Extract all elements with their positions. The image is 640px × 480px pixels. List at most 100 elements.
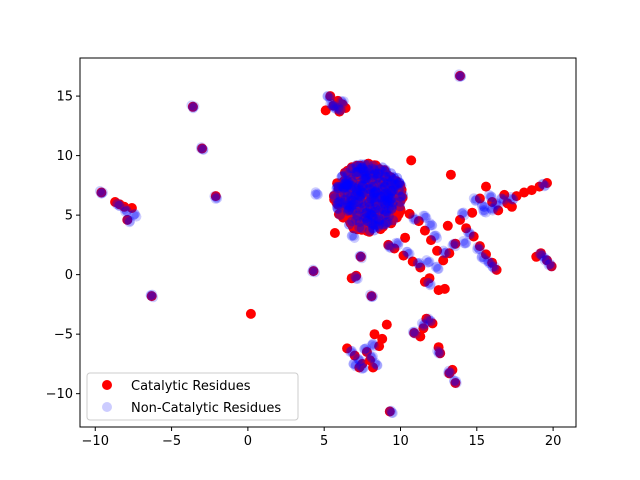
data-point	[332, 95, 343, 106]
cluster-point	[346, 192, 357, 203]
data-point	[312, 188, 322, 199]
data-point	[449, 375, 460, 386]
cluster-point	[333, 183, 344, 194]
data-point	[531, 251, 542, 262]
x-tick-label: 0	[244, 434, 252, 449]
data-point	[425, 218, 435, 229]
data-point	[491, 199, 502, 210]
cluster-point	[338, 182, 349, 193]
data-point	[354, 250, 365, 261]
cluster-point	[335, 196, 346, 207]
data-point	[96, 188, 107, 199]
data-point	[432, 233, 442, 243]
cluster-point	[379, 198, 390, 209]
cluster-point	[358, 164, 369, 175]
cluster-point	[342, 200, 353, 211]
data-point	[350, 359, 361, 370]
data-point	[196, 142, 207, 153]
data-point	[450, 238, 461, 249]
cluster-point	[340, 179, 351, 190]
data-point	[505, 192, 516, 202]
cluster-point	[351, 170, 362, 181]
legend-label-non-catalytic: Non-Catalytic Residues	[131, 401, 281, 416]
cluster-point	[368, 176, 379, 187]
data-point	[479, 201, 489, 212]
data-point	[97, 187, 108, 198]
data-point	[440, 247, 451, 258]
data-point	[356, 253, 367, 264]
cluster-point	[357, 203, 368, 213]
data-point	[361, 343, 371, 354]
cluster-point	[394, 201, 405, 212]
data-point	[322, 91, 333, 102]
cluster-point	[369, 168, 380, 179]
data-point	[410, 329, 421, 340]
cluster-point	[364, 169, 375, 180]
x-tick-label: 20	[545, 434, 562, 449]
cluster-point	[337, 171, 348, 181]
cluster-point	[361, 173, 372, 184]
data-point	[491, 264, 502, 275]
data-point	[421, 212, 432, 223]
cluster-point	[388, 184, 399, 195]
data-point	[461, 237, 472, 248]
data-point	[409, 326, 420, 337]
data-point	[96, 188, 107, 199]
data-point	[490, 200, 501, 210]
data-point	[418, 319, 429, 330]
cluster-point	[377, 196, 388, 207]
cluster-point	[359, 214, 370, 225]
y-tick-label: −10	[46, 387, 73, 402]
data-point	[310, 267, 320, 278]
cluster-point	[385, 182, 395, 193]
data-point	[356, 361, 366, 372]
data-point	[112, 198, 123, 209]
data-point	[348, 359, 359, 370]
cluster-point	[372, 168, 383, 179]
cluster-point	[352, 210, 363, 221]
cluster-point	[338, 202, 348, 213]
data-point	[443, 368, 454, 378]
data-point	[435, 348, 445, 359]
data-point	[433, 348, 444, 359]
data-point	[474, 244, 485, 255]
data-point	[96, 187, 107, 198]
y-tick-label: −5	[54, 328, 73, 343]
series-1	[94, 69, 557, 418]
cluster-point	[377, 183, 388, 194]
data-point	[453, 69, 464, 80]
cluster-point	[348, 199, 359, 210]
cluster-point	[336, 189, 347, 200]
y-tick-label: 10	[56, 149, 73, 164]
data-point	[485, 192, 496, 203]
data-point	[487, 197, 498, 207]
data-point	[419, 225, 430, 236]
cluster-point	[363, 159, 373, 170]
data-point	[384, 240, 395, 251]
plot-frame	[79, 57, 577, 428]
data-point	[416, 318, 427, 329]
cluster-point	[386, 203, 397, 214]
data-point	[366, 340, 377, 351]
data-point	[493, 200, 504, 211]
data-point	[189, 101, 200, 112]
legend-label-catalytic: Catalytic Residues	[131, 379, 251, 394]
data-point	[347, 230, 358, 241]
data-point	[365, 350, 375, 361]
cluster-point	[386, 193, 397, 204]
data-point	[351, 270, 362, 281]
data-point	[423, 315, 434, 326]
cluster-point	[366, 210, 377, 221]
data-point	[459, 210, 470, 221]
data-point	[539, 181, 550, 192]
data-point	[526, 185, 537, 196]
data-point	[403, 249, 414, 259]
x-tick-label: −10	[82, 434, 109, 449]
data-point	[476, 200, 487, 211]
cluster-point	[352, 187, 363, 198]
cluster-point	[368, 223, 379, 233]
cluster-point	[332, 202, 343, 213]
cluster-point	[370, 187, 381, 198]
data-point	[124, 217, 135, 228]
data-point	[372, 360, 383, 371]
